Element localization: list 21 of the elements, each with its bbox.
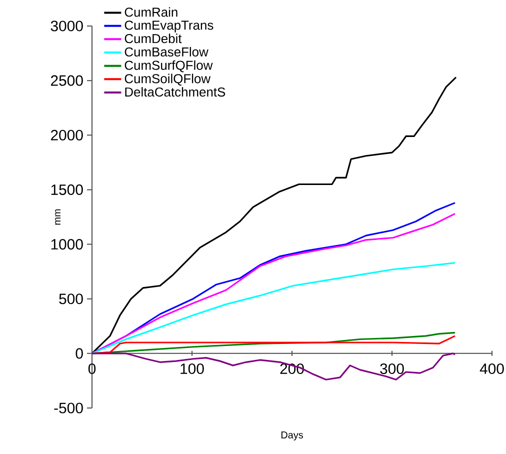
- x-tick-label: 300: [380, 363, 404, 374]
- x-axis-title: Days: [281, 432, 303, 440]
- y-tick-label: 2000: [50, 130, 83, 140]
- legend-label: CumDebit: [124, 34, 182, 44]
- legend-label: CumSoilQFlow: [124, 74, 211, 86]
- y-tick-label: 500: [59, 294, 83, 304]
- legend-label: CumEvapTrans: [124, 20, 214, 32]
- line-series: [91, 262, 456, 354]
- legend-label: DeltaCatchmentS: [125, 87, 226, 97]
- y-tick-label: -500: [54, 402, 83, 414]
- y-tick-label: 2500: [50, 75, 83, 86]
- x-tick-label: 400: [480, 363, 504, 374]
- y-tick-label: 3000: [50, 20, 83, 32]
- y-tick-label: 1000: [51, 238, 83, 250]
- legend-label: CumSurfQFlow: [124, 60, 213, 72]
- y-axis-title: mm: [55, 209, 60, 225]
- y-tick-label: 1500: [51, 184, 83, 195]
- y-tick-label: 0: [76, 348, 83, 359]
- legend-label: CumRain: [124, 7, 178, 17]
- legend-label: CumBaseFlow: [124, 47, 208, 57]
- x-tick-label: 100: [180, 363, 204, 374]
